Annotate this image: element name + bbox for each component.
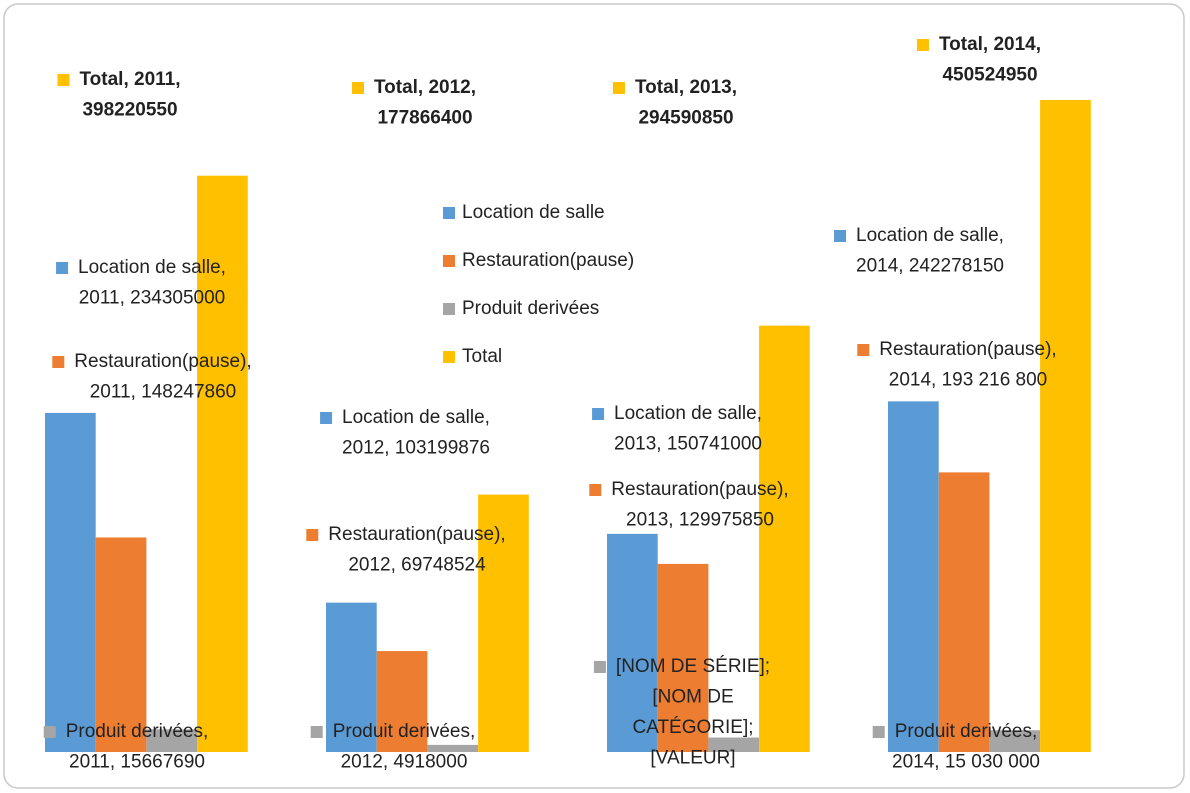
label-key	[857, 344, 870, 356]
data-label: Total, 2011, 398220550	[79, 69, 180, 121]
bar	[1040, 100, 1091, 752]
data-label: [NOM DE SÉRIE]; [NOM DE CATÉGORIE]; [VALEUR…	[616, 656, 770, 769]
data-label: Total, 2013, 294590850	[635, 77, 737, 129]
data-label: Total, 2014, 450524950	[939, 34, 1041, 86]
bar	[607, 533, 658, 752]
bar	[478, 494, 529, 752]
bar	[326, 602, 377, 752]
bar	[938, 472, 990, 752]
bar	[376, 651, 428, 752]
data-label: Produit derivées, 2011, 15667690	[66, 721, 209, 773]
data-label: Location de salle, 2011, 234305000	[78, 257, 226, 309]
data-label: Restauration(pause), 2011, 148247860	[74, 351, 251, 403]
legend-swatch	[443, 303, 455, 315]
label-key	[57, 74, 70, 86]
data-label: Restauration(pause), 2012, 69748524	[328, 524, 505, 576]
legend-label: Total	[462, 346, 502, 367]
label-key	[306, 529, 319, 541]
bar	[657, 563, 709, 752]
label-key	[592, 408, 605, 420]
legend-swatch	[443, 207, 455, 219]
bar	[708, 737, 760, 752]
legend-label: Restauration(pause)	[462, 250, 634, 271]
legend-swatch	[443, 351, 455, 363]
label-key	[593, 661, 606, 673]
label-key	[612, 82, 625, 94]
data-label: Total, 2012, 177866400	[374, 77, 476, 129]
data-label: Location de salle, 2012, 103199876	[342, 407, 490, 459]
label-key	[310, 726, 323, 738]
bar	[427, 744, 479, 752]
legend-swatch	[443, 255, 455, 267]
data-label: Restauration(pause), 2013, 129975850	[611, 479, 788, 531]
label-key	[320, 412, 333, 424]
bar	[888, 401, 939, 752]
bar	[197, 175, 248, 753]
data-label: Produit derivées, 2012, 4918000	[333, 721, 476, 773]
label-key	[52, 356, 65, 368]
bar	[95, 537, 147, 752]
bar	[146, 729, 198, 752]
label-key	[56, 262, 69, 274]
legend-label: Location de salle	[462, 202, 605, 223]
label-key	[589, 484, 602, 496]
data-label: Location de salle, 2014, 242278150	[856, 225, 1004, 277]
label-key	[351, 82, 364, 94]
bar	[45, 412, 96, 752]
data-label: Restauration(pause), 2014, 193 216 800	[879, 339, 1056, 391]
legend-label: Produit derivées	[462, 298, 599, 319]
bar	[759, 325, 810, 752]
bar	[989, 730, 1041, 752]
label-key	[916, 39, 929, 51]
data-label: Location de salle, 2013, 150741000	[614, 403, 762, 455]
label-key	[834, 230, 847, 242]
label-key	[872, 726, 885, 738]
label-key	[43, 726, 56, 738]
data-label: Produit derivées, 2014, 15 030 000	[892, 721, 1040, 773]
